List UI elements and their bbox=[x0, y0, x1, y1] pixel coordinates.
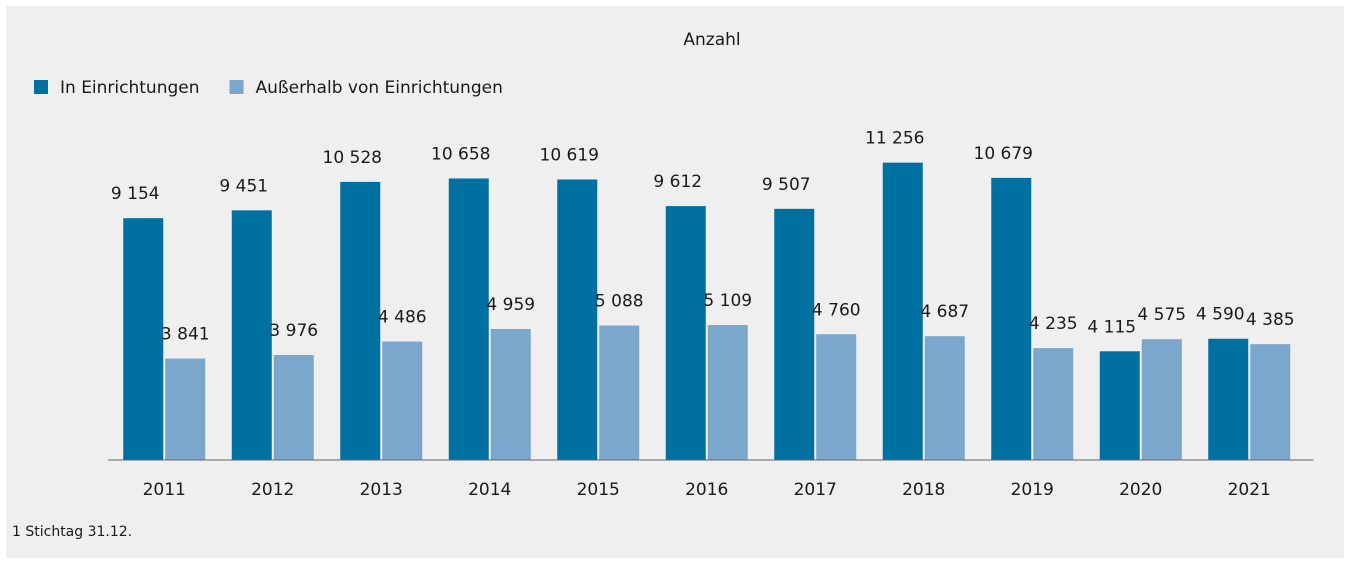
legend-swatch bbox=[229, 80, 244, 94]
bar bbox=[1208, 338, 1249, 460]
bar bbox=[882, 162, 923, 461]
x-tick-label: 2017 bbox=[794, 480, 837, 500]
bar bbox=[231, 210, 272, 460]
bar bbox=[123, 218, 164, 460]
value-label: 10 619 bbox=[540, 145, 599, 165]
legend-label: Außerhalb von Einrichtungen bbox=[256, 78, 503, 98]
value-label: 10 679 bbox=[974, 144, 1033, 164]
bar bbox=[816, 334, 857, 460]
value-label: 4 486 bbox=[378, 307, 427, 327]
bar bbox=[557, 179, 598, 460]
value-label: 4 575 bbox=[1137, 305, 1186, 325]
legend-label: In Einrichtungen bbox=[60, 78, 200, 98]
bar bbox=[165, 358, 206, 460]
value-label: 10 658 bbox=[431, 144, 490, 164]
value-label: 3 841 bbox=[161, 325, 210, 345]
chart-title: Anzahl bbox=[683, 30, 740, 50]
value-label: 4 687 bbox=[920, 302, 969, 322]
x-tick-label: 2019 bbox=[1011, 480, 1054, 500]
value-label: 4 590 bbox=[1196, 305, 1245, 325]
bar bbox=[1141, 339, 1182, 460]
value-label: 9 507 bbox=[762, 175, 811, 195]
bar bbox=[991, 177, 1032, 460]
value-label: 4 385 bbox=[1246, 310, 1295, 330]
bar bbox=[448, 178, 489, 460]
x-tick-label: 2012 bbox=[251, 480, 294, 500]
x-tick-label: 2014 bbox=[468, 480, 511, 500]
bar bbox=[707, 325, 748, 460]
bar bbox=[273, 354, 314, 460]
value-label: 3 976 bbox=[269, 321, 318, 341]
bar bbox=[599, 325, 640, 460]
value-label: 4 115 bbox=[1087, 317, 1136, 337]
x-tick-label: 2020 bbox=[1119, 480, 1162, 500]
bar bbox=[340, 181, 381, 461]
bar bbox=[665, 206, 706, 460]
bar bbox=[1250, 344, 1291, 460]
x-tick-label: 2021 bbox=[1228, 480, 1271, 500]
bar bbox=[382, 341, 423, 460]
x-tick-label: 2013 bbox=[360, 480, 403, 500]
x-tick-label: 2016 bbox=[685, 480, 728, 500]
value-label: 4 235 bbox=[1029, 314, 1078, 334]
value-label: 10 528 bbox=[323, 148, 382, 168]
x-tick-label: 2011 bbox=[143, 480, 186, 500]
value-label: 11 256 bbox=[865, 129, 924, 149]
x-tick-label: 2015 bbox=[577, 480, 620, 500]
bar bbox=[774, 208, 815, 460]
value-label: 4 959 bbox=[486, 295, 535, 315]
legend-swatch bbox=[34, 80, 48, 94]
value-label: 9 154 bbox=[111, 184, 160, 204]
bar bbox=[1099, 351, 1140, 460]
bar bbox=[924, 336, 965, 460]
value-label: 4 760 bbox=[812, 300, 861, 320]
x-tick-label: 2018 bbox=[902, 480, 945, 500]
footnote: 1 Stichtag 31.12. bbox=[12, 524, 132, 540]
bar bbox=[490, 328, 531, 460]
value-label: 9 612 bbox=[653, 172, 702, 192]
value-label: 9 451 bbox=[219, 176, 268, 196]
value-label: 5 088 bbox=[595, 292, 644, 312]
value-label: 5 109 bbox=[703, 291, 752, 311]
bar bbox=[1033, 348, 1074, 460]
